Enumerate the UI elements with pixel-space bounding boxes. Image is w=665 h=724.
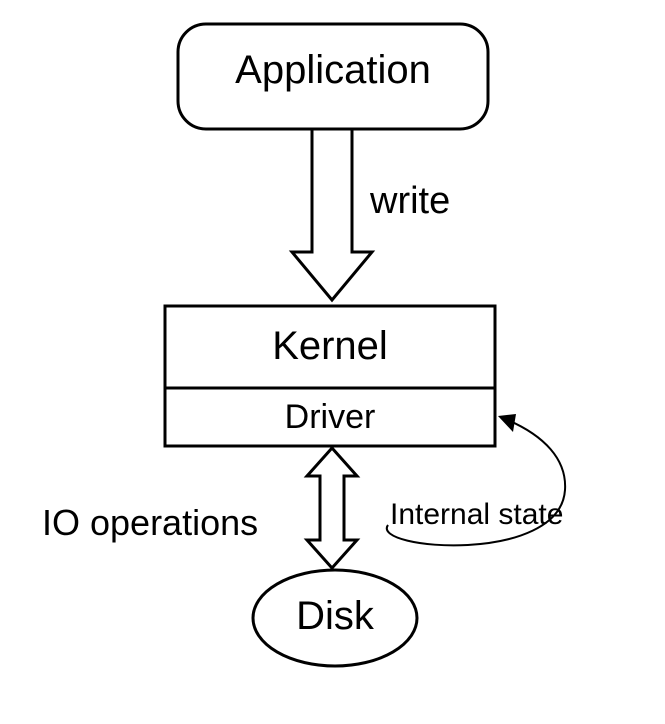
driver-label: Driver: [165, 398, 495, 437]
kernel-label: Kernel: [165, 324, 495, 369]
arrow-driver-disk: [307, 448, 357, 568]
io-operations-label: IO operations: [42, 502, 258, 544]
disk-label: Disk: [253, 594, 417, 639]
diagram-root: Application Kernel Driver Disk write IO …: [0, 0, 665, 724]
arrow-internal-state-head: [498, 414, 516, 432]
application-label: Application: [178, 48, 488, 93]
internal-state-label: Internal state: [390, 498, 563, 532]
write-label: write: [370, 180, 450, 223]
arrow-app-to-kernel: [292, 129, 372, 300]
